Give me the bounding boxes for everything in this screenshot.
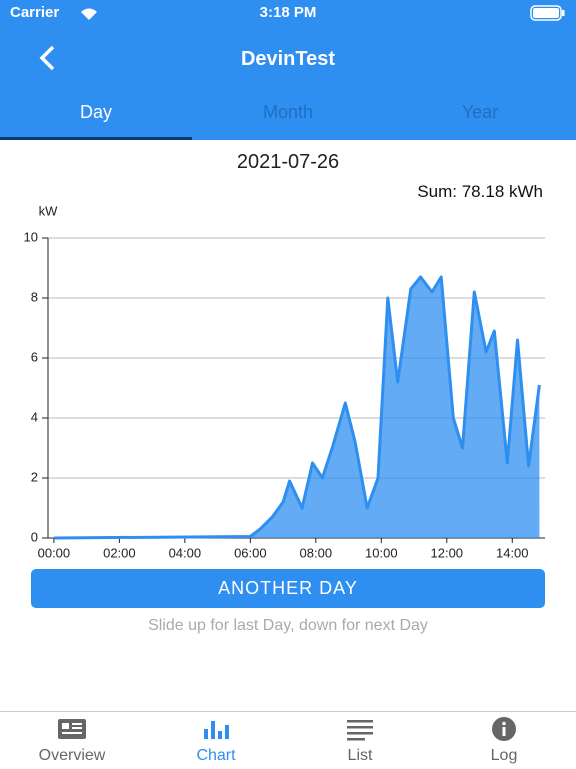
carrier: Carrier — [10, 4, 60, 21]
x-tick-label: 08:00 — [300, 545, 333, 560]
header: Carrier 3:18 PM DevinTest Day Month Year — [0, 0, 576, 140]
bottom-nav: Overview Chart List Log — [0, 711, 576, 769]
line — [53, 275, 541, 540]
sum: Sum: 78.18 kWh — [417, 182, 543, 201]
chart-icon[interactable] — [202, 717, 230, 741]
nav-label[interactable]: Log — [490, 747, 518, 764]
tab-indicator — [0, 137, 192, 140]
y-tick-label: 4 — [31, 409, 38, 424]
overview-icon[interactable] — [56, 717, 88, 741]
log-icon[interactable] — [488, 716, 520, 742]
x-tick-label: 02:00 — [103, 545, 136, 560]
y-tick-label: 0 — [31, 529, 38, 544]
x-tick-label: 10:00 — [365, 545, 398, 560]
tab[interactable]: Day — [79, 102, 112, 122]
date: 2021-07-26 — [236, 151, 340, 173]
y-tick-label: 6 — [31, 349, 38, 364]
battery-icon — [530, 5, 565, 21]
area — [53, 277, 540, 538]
another-day-button[interactable]: ANOTHER DAY — [31, 569, 545, 608]
y-axis-label: kW — [39, 203, 59, 218]
tab[interactable]: Month — [262, 102, 314, 122]
x-tick-label: 04:00 — [169, 545, 202, 560]
x-tick-label: 06:00 — [234, 545, 267, 560]
nav-label[interactable]: List — [347, 747, 373, 764]
y-tick-label: 2 — [31, 469, 38, 484]
nav-label[interactable]: Chart — [196, 747, 236, 764]
chart: kW 0 2 4 6 8 10 00:00 02:00 04:00 06:00 08:00 10:00… — [24, 203, 545, 560]
x-tick-label: 00:00 — [38, 545, 71, 560]
x-tick-label: 14:00 — [496, 545, 529, 560]
nav-label[interactable]: Overview — [38, 747, 106, 764]
x-tick-label: 12:00 — [431, 545, 464, 560]
wifi-icon — [81, 8, 97, 20]
page-title: DevinTest — [240, 48, 336, 70]
list-icon[interactable] — [346, 717, 374, 741]
hint: Slide up for last Day, down for next Day — [148, 617, 428, 634]
y-tick-label: 8 — [31, 289, 38, 304]
back-button[interactable] — [36, 44, 60, 72]
clock: 3:18 PM — [259, 4, 317, 21]
y-tick-label: 10 — [24, 229, 38, 244]
tab[interactable]: Year — [461, 102, 499, 122]
